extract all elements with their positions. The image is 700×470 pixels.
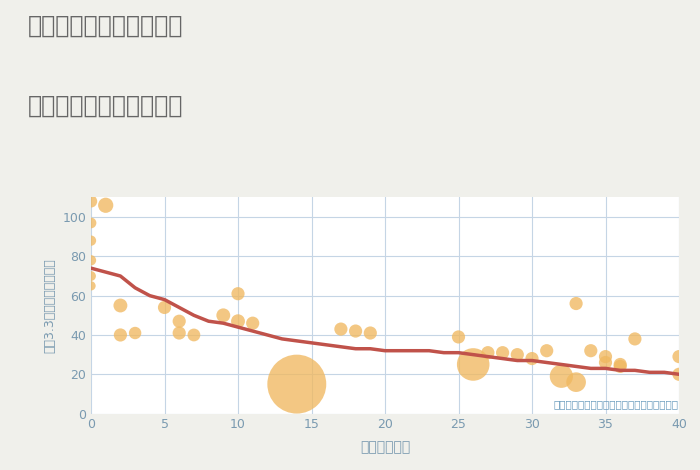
Point (570, 378, 582, 386)
Text: 築年数別中古戸建て価格: 築年数別中古戸建て価格 (28, 94, 183, 118)
Point (115, 302, 126, 309)
Point (468, 360, 479, 368)
Point (85, 219, 97, 227)
Point (218, 312, 229, 319)
Point (85, 282, 97, 290)
Point (115, 331, 126, 339)
Point (673, 370, 685, 378)
Point (482, 349, 493, 356)
X-axis label: 築年数（年）: 築年数（年） (360, 440, 410, 454)
Point (570, 300, 582, 307)
Point (85, 237, 97, 244)
Point (100, 202, 111, 209)
Point (232, 290, 244, 298)
Point (365, 329, 376, 337)
Point (600, 359, 611, 366)
Point (85, 197, 97, 205)
Point (673, 353, 685, 360)
Point (159, 304, 170, 311)
Point (600, 353, 611, 360)
Point (130, 329, 141, 337)
Point (526, 355, 538, 362)
Point (453, 333, 464, 341)
Point (512, 351, 523, 359)
Point (541, 347, 552, 354)
Point (291, 380, 302, 388)
Point (629, 335, 641, 343)
Point (335, 325, 346, 333)
Point (174, 329, 185, 337)
Point (247, 320, 258, 327)
Text: 三重県鈴鹿市下箕田町の: 三重県鈴鹿市下箕田町の (28, 14, 183, 38)
Point (615, 360, 626, 368)
Point (350, 327, 361, 335)
Point (174, 317, 185, 325)
Y-axis label: 坪（3.3㎡）単価（万円）: 坪（3.3㎡）単価（万円） (43, 258, 57, 353)
Point (232, 317, 244, 325)
Text: 円の大きさは、取引のあった物件面積を示す: 円の大きさは、取引のあった物件面積を示す (554, 400, 679, 410)
Point (497, 349, 508, 356)
Point (188, 331, 199, 339)
Point (85, 257, 97, 264)
Point (585, 347, 596, 354)
Point (556, 373, 567, 380)
Point (85, 272, 97, 280)
Point (615, 363, 626, 370)
